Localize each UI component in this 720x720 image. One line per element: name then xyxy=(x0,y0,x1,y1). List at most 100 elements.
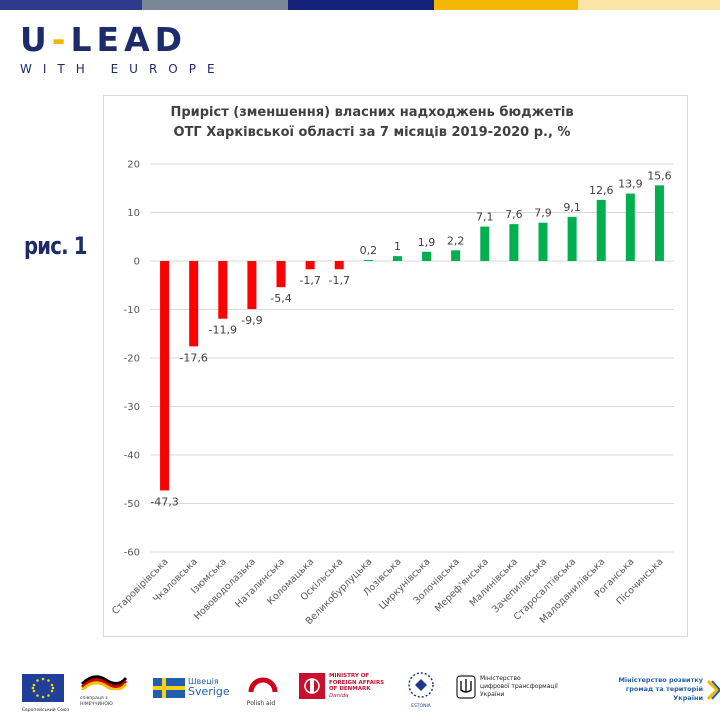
ua-digital-line-3: України xyxy=(480,691,505,698)
logo-dash: - xyxy=(51,20,71,59)
sweden-caption-bottom: Sverige xyxy=(188,685,230,698)
sweden-caption-top: Швеція xyxy=(188,677,219,686)
top-bar-segment-4 xyxy=(434,0,578,10)
y-tick-label: -60 xyxy=(124,548,140,559)
denmark-line-3: OF DENMARK xyxy=(329,686,371,692)
logo-subtitle: WITH EUROPE xyxy=(20,62,226,76)
denmark-line-4: Danida xyxy=(329,692,349,699)
u-lead-logo: U-LEAD WITH EUROPE xyxy=(20,22,226,77)
y-tick-label: -40 xyxy=(124,451,140,462)
ua-dev-line-1: Міністерство розвитку xyxy=(618,676,704,684)
denmark-line-1: MINISTRY OF xyxy=(329,673,370,679)
ua-digital-line-1: Міністерство xyxy=(480,675,521,682)
bar-8 xyxy=(363,260,373,262)
top-bar-segment-5 xyxy=(578,0,720,10)
bar-6 xyxy=(305,261,315,270)
estonia-caption: ESTONIA xyxy=(411,704,431,709)
denmark-mfa-logo: MINISTRY OF FOREIGN AFFAIRS OF DENMARK D… xyxy=(299,673,384,699)
bar-2 xyxy=(189,261,199,347)
denmark-line-2: FOREIGN AFFAIRS xyxy=(329,679,385,686)
y-tick-label: 0 xyxy=(134,257,140,268)
data-label: 0,2 xyxy=(360,244,378,257)
y-tick-label: -20 xyxy=(124,354,140,365)
bar-12 xyxy=(480,226,490,261)
data-label: 7,1 xyxy=(476,211,494,224)
bar-7 xyxy=(334,261,344,270)
bar-chart: Приріст (зменшення) власних надходжень б… xyxy=(110,105,674,627)
chart-title-line-1: Приріст (зменшення) власних надходжень б… xyxy=(170,105,573,120)
bar-4 xyxy=(247,261,257,310)
ministry-community-development-logo: Міністерство розвитку громад та територі… xyxy=(594,676,720,703)
germany-caption: співпраця з НІМЕЧЧИНОЮ xyxy=(80,696,113,707)
data-label: -17,6 xyxy=(179,351,207,364)
bar-10 xyxy=(422,251,432,261)
bar-14 xyxy=(538,222,548,261)
eu-flag-icon xyxy=(22,674,64,702)
polish-aid-caption: Polish aid xyxy=(246,700,276,707)
data-label: 7,9 xyxy=(534,207,552,220)
data-labels: -47,3 -17,6 -11,9 -9,9 -5,4 -1,7 -1,7 0,2 1 1,9 2,… xyxy=(150,169,671,508)
top-bar-segment-2 xyxy=(142,0,288,10)
bar-17 xyxy=(625,193,635,261)
bar-5 xyxy=(276,261,286,288)
top-color-bar xyxy=(0,0,720,10)
chart-area: Приріст (зменшення) власних надходжень б… xyxy=(103,95,688,637)
y-tick-label: -10 xyxy=(124,305,140,316)
bar-9 xyxy=(392,256,402,261)
ministry-digital-transformation-logo: Міністерство цифрової трансформації Укра… xyxy=(456,675,558,699)
eu-caption: Європейський Союз xyxy=(22,708,70,713)
data-label: 13,9 xyxy=(618,178,643,191)
y-tick-label: 10 xyxy=(127,208,140,219)
sweden-logo: Швеція Sverige xyxy=(153,677,230,698)
sweden-flag-icon xyxy=(153,677,185,698)
data-label: -1,7 xyxy=(299,274,320,287)
y-tick-label: -50 xyxy=(124,499,140,510)
data-label: -9,9 xyxy=(241,314,262,327)
polish-aid-icon xyxy=(248,677,278,693)
logo-letter-u: U xyxy=(20,20,52,59)
bar-3 xyxy=(218,261,228,319)
y-tick-label: -30 xyxy=(124,402,140,413)
eu-logo: Європейський Союз xyxy=(22,674,69,713)
logo-word-lead: LEAD xyxy=(70,20,188,59)
x-category-label: Циркунівська xyxy=(377,556,433,612)
estonia-emblem-icon xyxy=(408,672,434,698)
ua-digital-line-2: цифрової трансформації xyxy=(480,683,558,690)
logo-main-text: U-LEAD xyxy=(20,22,226,58)
data-label: 1,9 xyxy=(418,236,436,249)
flag-ribbon-icon xyxy=(80,675,128,692)
bar-16 xyxy=(596,199,606,261)
data-label: 9,1 xyxy=(563,201,581,214)
bar-15 xyxy=(567,216,577,261)
top-bar-segment-1 xyxy=(0,0,142,10)
figure-label: рис. 1 xyxy=(24,232,87,260)
danish-crest-icon xyxy=(299,673,325,699)
data-label: -11,9 xyxy=(209,324,237,337)
trident-icon xyxy=(456,675,476,699)
ua-dev-line-2: громад та територій України xyxy=(625,685,704,702)
bar-18 xyxy=(654,185,664,261)
bar-11 xyxy=(451,250,461,261)
y-axis-ticks: 20 10 0 -10 -20 -30 -40 -50 -60 xyxy=(124,160,140,559)
grid-lines xyxy=(150,163,674,553)
estonia-logo: ESTONIA xyxy=(406,670,436,709)
chevron-right-icon xyxy=(706,679,720,700)
chart-title-line-2: ОТГ Харківської області за 7 місяців 201… xyxy=(174,125,571,140)
data-label: 2,2 xyxy=(447,234,465,247)
data-label: 1 xyxy=(394,240,401,253)
partner-logos-footer: Європейський Союз співпраця з НІМЕЧЧИНОЮ… xyxy=(0,660,720,720)
germany-cooperation-logo: співпраця з НІМЕЧЧИНОЮ xyxy=(80,672,128,708)
data-label: -47,3 xyxy=(150,495,178,508)
y-tick-label: 20 xyxy=(127,160,140,171)
data-label: -5,4 xyxy=(270,292,291,305)
data-label: 15,6 xyxy=(647,169,672,182)
top-bar-segment-3 xyxy=(288,0,434,10)
x-axis-categories: СтаровірівськаЧкаловськаІзюмськаНововодо… xyxy=(110,556,666,627)
bars xyxy=(160,185,664,491)
data-label: 12,6 xyxy=(589,184,614,197)
data-label: 7,6 xyxy=(505,208,523,221)
bar-1 xyxy=(160,261,170,491)
bar-13 xyxy=(509,224,519,261)
polish-aid-logo: Polish aid xyxy=(247,668,278,707)
data-label: -1,7 xyxy=(328,274,349,287)
